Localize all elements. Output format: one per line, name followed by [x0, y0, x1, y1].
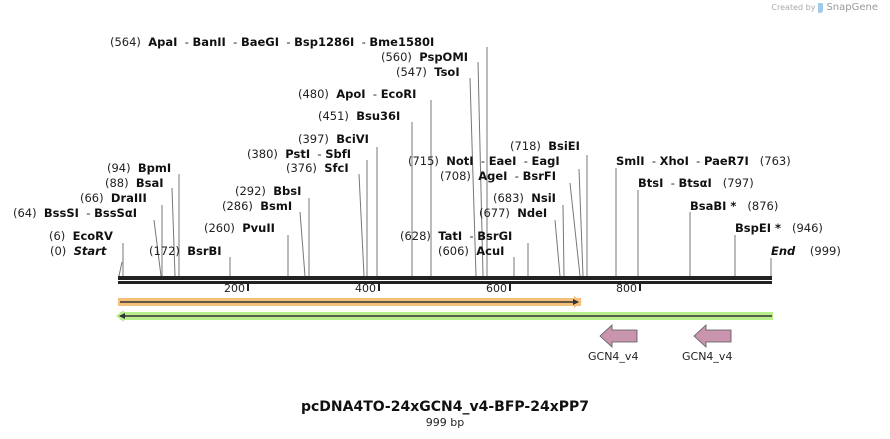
site-label-480[interactable]: (480) ApoI - EcoRI — [298, 87, 417, 101]
site-label-677[interactable]: (677) NdeI — [479, 206, 548, 220]
site-label-763[interactable]: SmlI - XhoI - PaeR7I (763) — [616, 154, 791, 168]
site-label-946[interactable]: BspEI * (946) — [735, 221, 823, 235]
map-title: pcDNA4TO-24xGCN4_v4-BFP-24xPP7 — [300, 399, 589, 415]
site-label-260[interactable]: (260) PvuII — [204, 221, 275, 235]
site-label-380[interactable]: (380) PstI - SbfI — [247, 147, 352, 161]
site-label-876[interactable]: BsaBI * (876) — [690, 199, 779, 213]
site-label-6[interactable]: (6) EcoRV — [49, 229, 113, 243]
map-length: 999 bp — [425, 416, 465, 429]
site-label-708[interactable]: (708) AgeI - BsrFI — [440, 169, 557, 183]
feature-label-gcn4-1: GCN4_v4 — [588, 350, 639, 363]
gcn4-arrow-2 — [693, 324, 732, 348]
site-label-172[interactable]: (172) BsrBI — [149, 244, 222, 258]
site-label-715[interactable]: (715) NotI - EaeI - EagI — [408, 154, 560, 168]
site-label-0[interactable]: (0) Start — [50, 244, 107, 258]
snapgene-logo-icon — [818, 2, 824, 13]
backbone-top-strand — [118, 276, 772, 280]
site-label-718[interactable]: (718) BsiEI — [510, 139, 580, 153]
snapgene-watermark: Created by SnapGene — [771, 2, 878, 13]
site-label-560[interactable]: (560) PspOMI — [381, 50, 469, 64]
backbone-bottom-strand — [118, 281, 772, 284]
ruler-label-600: 600 — [486, 282, 507, 295]
ruler-label-200: 200 — [224, 282, 245, 295]
site-label-683[interactable]: (683) NsiI — [493, 191, 556, 205]
site-label-397[interactable]: (397) BciVI — [298, 132, 369, 146]
site-label-64[interactable]: (64) BssSI - BssSαI — [13, 206, 137, 220]
site-label-628[interactable]: (628) TatI - BsrGI — [400, 229, 513, 243]
gcn4-arrow-1 — [599, 324, 638, 348]
watermark-prefix: Created by — [771, 3, 816, 12]
site-label-999[interactable]: End (999) — [771, 244, 841, 258]
site-label-797[interactable]: BtsI - BtsαI (797) — [638, 176, 754, 190]
site-label-88[interactable]: (88) BsaI — [105, 176, 164, 190]
site-label-286[interactable]: (286) BsmI — [222, 199, 293, 213]
site-label-606[interactable]: (606) AcuI — [438, 244, 505, 258]
ruler-label-800: 800 — [616, 282, 637, 295]
site-label-564[interactable]: (564) ApaI - BanII - BaeGI - Bsp1286I - … — [110, 35, 435, 49]
ruler-label-400: 400 — [355, 282, 376, 295]
site-label-376[interactable]: (376) SfcI — [286, 161, 349, 175]
watermark-brand: SnapGene — [826, 2, 878, 13]
site-label-451[interactable]: (451) Bsu36I — [318, 109, 401, 123]
site-connectors — [118, 47, 772, 277]
site-label-292[interactable]: (292) BbsI — [235, 184, 302, 198]
site-label-94[interactable]: (94) BpmI — [107, 161, 172, 175]
site-label-66[interactable]: (66) DraIII — [80, 191, 147, 205]
feature-label-gcn4-2: GCN4_v4 — [682, 350, 733, 363]
ruler-ticks — [247, 284, 641, 291]
site-label-547[interactable]: (547) TsoI — [396, 65, 460, 79]
